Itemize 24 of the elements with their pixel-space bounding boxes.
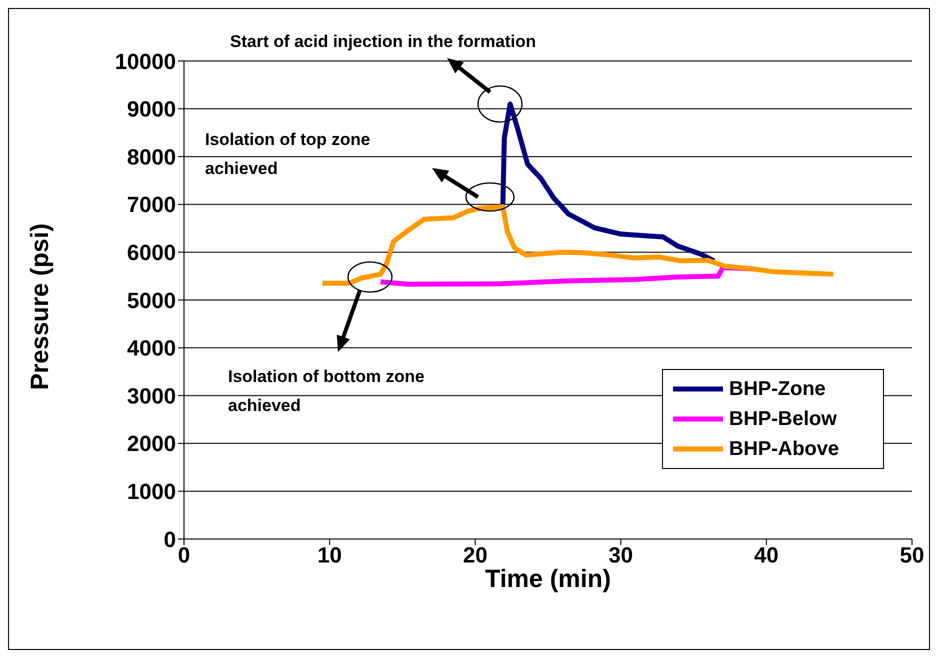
x-tick-label: 10 bbox=[317, 542, 342, 568]
legend-label: BHP-Above bbox=[729, 438, 840, 460]
x-tick-label: 20 bbox=[462, 542, 488, 568]
x-tick-label: 40 bbox=[754, 542, 779, 568]
x-axis-title: Time (min) bbox=[485, 564, 611, 593]
legend-label: BHP-Zone bbox=[729, 378, 826, 400]
x-tick-label: 30 bbox=[608, 542, 634, 568]
y-tick-label: 5000 bbox=[127, 288, 176, 313]
annotation: Isolation of top zone achieved bbox=[205, 129, 372, 180]
y-tick-label: 10000 bbox=[114, 48, 176, 74]
y-tick-label: 4000 bbox=[127, 336, 176, 361]
y-tick-label: 2000 bbox=[127, 431, 176, 456]
y-tick-label: 6000 bbox=[127, 240, 176, 266]
y-tick-label: 8000 bbox=[127, 144, 176, 170]
text: Start of acid injection in the formation bbox=[230, 31, 538, 53]
y-tick-label: 9000 bbox=[127, 96, 176, 122]
annotation: Isolation of bottom zone achieved bbox=[228, 366, 426, 417]
legend-label: BHP-Below bbox=[729, 408, 837, 430]
x-tick-label: 50 bbox=[900, 542, 924, 568]
y-tick-label: 1000 bbox=[127, 479, 176, 504]
y-tick-label: 0 bbox=[164, 526, 176, 552]
y-tick-label: 3000 bbox=[127, 383, 176, 408]
y-tick-label: 7000 bbox=[127, 192, 176, 218]
y-axis-title: Pressure (psi) bbox=[26, 223, 54, 390]
